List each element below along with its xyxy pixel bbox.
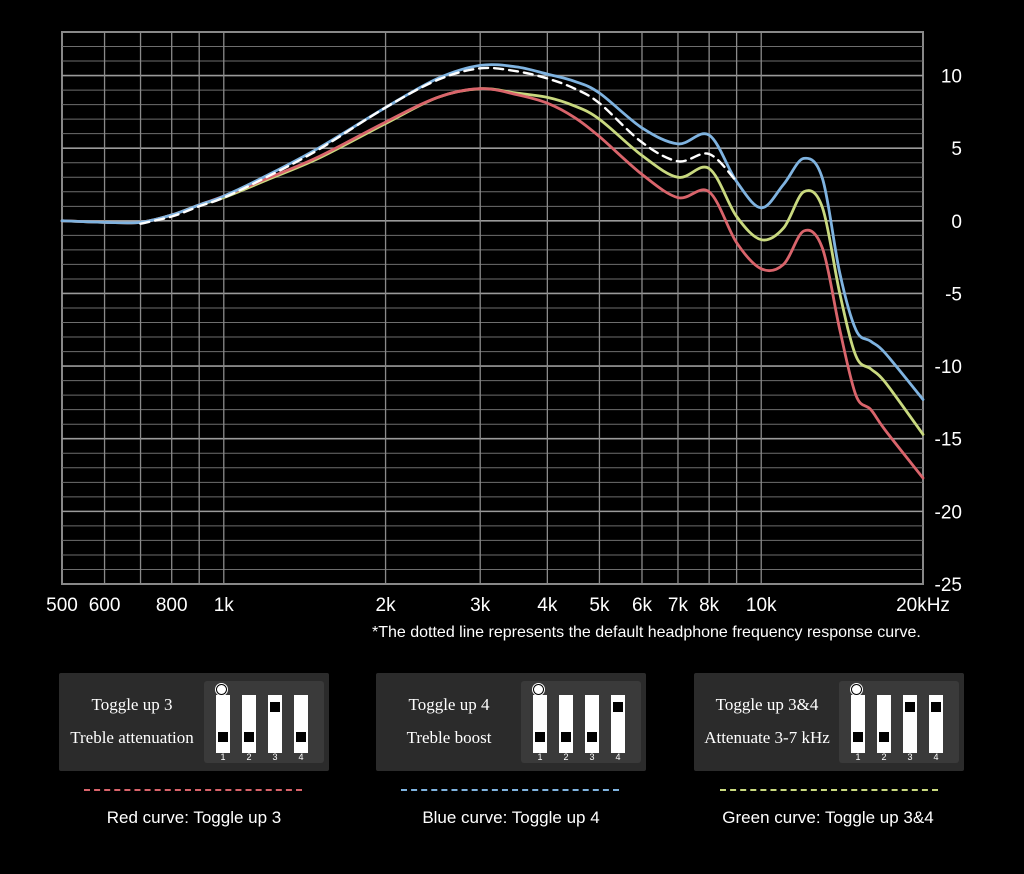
- legend-label: Green curve: Toggle up 3&4: [722, 808, 934, 827]
- vertical-gridlines: [103, 32, 762, 584]
- y-tick-label: -25: [935, 575, 962, 596]
- dip-switch-4: [611, 695, 625, 753]
- y-tick-label: 0: [951, 212, 962, 233]
- switch-number: 1: [220, 752, 226, 762]
- legend-label: Red curve: Toggle up 3: [106, 808, 282, 827]
- x-tick-label: 6k: [632, 595, 653, 616]
- switch-number: 2: [246, 752, 252, 762]
- y-tick-label: -15: [935, 430, 962, 451]
- dip-switch-block: 1 2 3 4: [521, 681, 641, 763]
- dip-switch-2: [559, 695, 573, 753]
- switch-knob-down: [561, 732, 571, 742]
- x-tick-label: 600: [89, 595, 121, 616]
- curve-blue: [60, 63, 925, 401]
- switch-knob-down: [879, 732, 889, 742]
- toggle-panel: Toggle up 4 Treble boost 1 2 3 4: [376, 673, 646, 771]
- switch-number: 1: [855, 752, 861, 762]
- y-tick-label: 10: [941, 67, 962, 88]
- dip-switch-1: [216, 695, 230, 753]
- dip-switch-4: [929, 695, 943, 753]
- switch-number: 4: [298, 752, 304, 762]
- dip-switch-1: [533, 695, 547, 753]
- dip-switch-4: [294, 695, 308, 753]
- x-tick-label: 10k: [746, 595, 777, 616]
- switch-number: 3: [589, 752, 595, 762]
- legend-swatch: [84, 789, 302, 791]
- x-tick-label: 7k: [668, 595, 689, 616]
- switch-number: 2: [881, 752, 887, 762]
- switch-knob-down: [296, 732, 306, 742]
- switch-knob-down: [244, 732, 254, 742]
- x-tick-label: 3k: [470, 595, 491, 616]
- x-tick-label: 800: [156, 595, 188, 616]
- y-tick-label: -10: [935, 357, 962, 378]
- switch-number: 3: [272, 752, 278, 762]
- dip-switch-1: [851, 695, 865, 753]
- x-tick-label: 500: [46, 595, 78, 616]
- x-tick-label: 2k: [376, 595, 397, 616]
- switch-knob-down: [853, 732, 863, 742]
- curves: [60, 63, 925, 480]
- x-tick-label: 20kHz: [896, 595, 950, 616]
- pin-one-marker: [851, 684, 862, 695]
- dip-switch-3: [268, 695, 282, 753]
- dip-switch-block: 1 2 3 4: [204, 681, 324, 763]
- toggle-title: Toggle up 4: [408, 695, 490, 714]
- dip-switch-block: 1 2 3 4: [839, 681, 959, 763]
- switch-knob-down: [587, 732, 597, 742]
- default-curve-note: *The dotted line represents the default …: [372, 624, 921, 641]
- toggle-description: Attenuate 3-7 kHz: [704, 728, 830, 747]
- toggle-panel: Toggle up 3&4 Attenuate 3-7 kHz 1 2 3 4: [694, 673, 964, 771]
- toggle-title: Toggle up 3: [91, 695, 173, 714]
- x-tick-label: 4k: [537, 595, 558, 616]
- frequency-response-chart: 10 5 0 -5 -10 -15 -20 -25 500 600 800 1k 2k 3k 4k 5k 6k…: [46, 31, 962, 616]
- x-tick-label: 5k: [589, 595, 610, 616]
- dip-switch-2: [242, 695, 256, 753]
- legend-swatch: [401, 789, 619, 791]
- y-tick-label: -20: [935, 502, 962, 523]
- toggle-description: Treble attenuation: [70, 728, 194, 747]
- x-tick-label: 8k: [699, 595, 720, 616]
- y-tick-label: -5: [945, 284, 962, 305]
- switch-number: 4: [615, 752, 621, 762]
- switch-knob-down: [218, 732, 228, 742]
- switch-number: 1: [537, 752, 543, 762]
- switch-knob-up: [613, 702, 623, 712]
- switch-knob-up: [931, 702, 941, 712]
- x-axis-labels: 500 600 800 1k 2k 3k 4k 5k 6k 7k 8k 10k 20kHz: [46, 595, 950, 616]
- legend-swatch: [720, 789, 938, 791]
- switch-knob-up: [905, 702, 915, 712]
- x-tick-label: 1k: [214, 595, 235, 616]
- toggle-panel: Toggle up 3 Treble attenuation 1 2 3 4: [59, 673, 329, 771]
- y-axis-labels: 10 5 0 -5 -10 -15 -20 -25: [935, 67, 962, 596]
- switch-number: 2: [563, 752, 569, 762]
- dip-switch-3: [903, 695, 917, 753]
- switch-number: 4: [933, 752, 939, 762]
- pin-one-marker: [216, 684, 227, 695]
- y-tick-label: 5: [951, 139, 962, 160]
- switch-number: 3: [907, 752, 913, 762]
- toggle-description: Treble boost: [406, 728, 492, 747]
- switch-knob-down: [535, 732, 545, 742]
- toggle-title: Toggle up 3&4: [715, 695, 819, 714]
- dip-switch-2: [877, 695, 891, 753]
- pin-one-marker: [533, 684, 544, 695]
- curve-default: [139, 66, 738, 225]
- dip-switch-3: [585, 695, 599, 753]
- legend-label: Blue curve: Toggle up 4: [422, 808, 600, 827]
- switch-knob-up: [270, 702, 280, 712]
